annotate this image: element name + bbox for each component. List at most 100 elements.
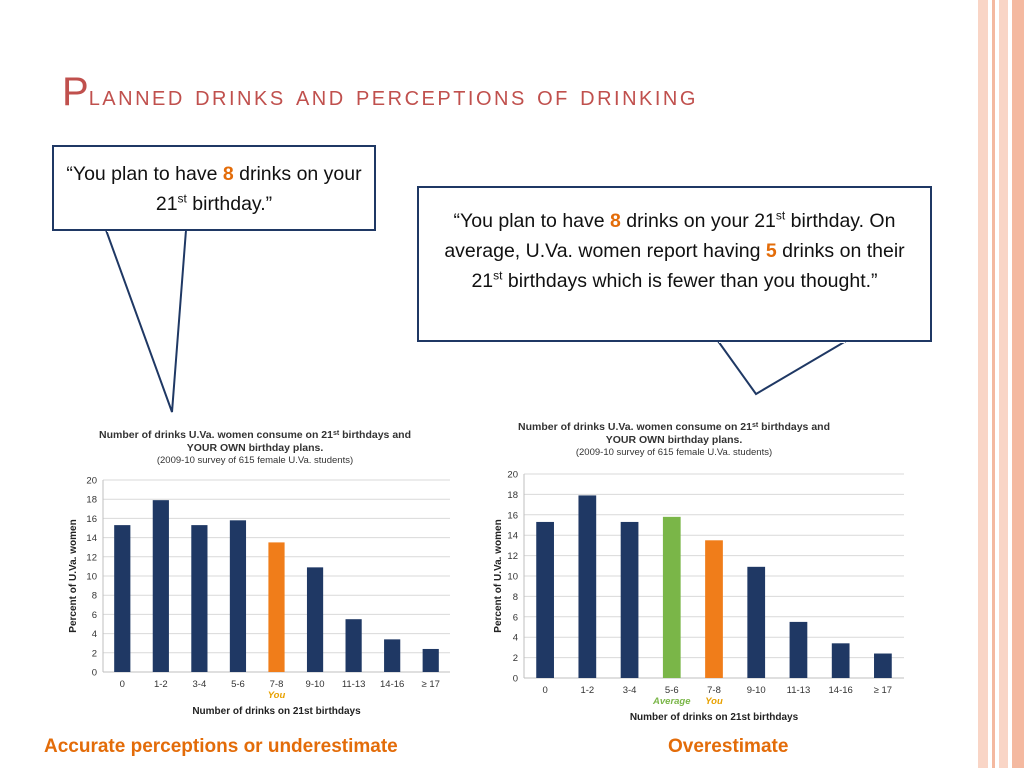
x-tick-label: 1-2 bbox=[580, 685, 594, 696]
y-tick-label: 4 bbox=[513, 633, 518, 644]
stripe bbox=[978, 0, 988, 768]
title-initial: P bbox=[62, 70, 89, 114]
planned-drinks-number: 8 bbox=[610, 210, 621, 232]
ordinal-suffix: st bbox=[177, 191, 187, 206]
x-tick-label: 3-4 bbox=[623, 685, 637, 696]
y-tick-label: 0 bbox=[513, 674, 518, 685]
x-tick-label: 11-13 bbox=[342, 679, 366, 690]
bar-1-2 bbox=[578, 495, 597, 678]
bar-1-2 bbox=[152, 500, 169, 672]
y-tick-label: 16 bbox=[86, 514, 97, 525]
y-tick-label: 4 bbox=[92, 629, 97, 640]
y-tick-label: 0 bbox=[92, 668, 97, 679]
bar-≥ 17 bbox=[874, 653, 892, 678]
chart-svg-left: Number of drinks U.Va. women consume on … bbox=[68, 429, 450, 717]
speech-bubble-right: “You plan to have 8 drinks on your 21st … bbox=[417, 186, 932, 342]
y-tick-label: 18 bbox=[507, 490, 518, 501]
bubble-right-middle2: birthday. On average, U.Va. women report… bbox=[444, 210, 896, 262]
y-tick-label: 2 bbox=[92, 648, 97, 659]
x-tick-label: 1-2 bbox=[154, 679, 168, 690]
stripe bbox=[992, 0, 995, 768]
bar-0 bbox=[114, 525, 131, 672]
bubble-right-middle3: drinks on their 21 bbox=[471, 240, 905, 292]
bar-11-13 bbox=[789, 621, 808, 678]
x-tick-label: 11-13 bbox=[787, 685, 811, 696]
chart-title-line2: YOUR OWN birthday plans. bbox=[606, 434, 743, 446]
y-tick-label: 2 bbox=[513, 653, 518, 664]
decorative-stripes bbox=[978, 0, 1024, 768]
ordinal-suffix: st bbox=[775, 208, 786, 223]
bar-0 bbox=[536, 521, 554, 678]
x-tick-label: ≥ 17 bbox=[422, 679, 440, 690]
x-tick-label: 14-16 bbox=[380, 679, 404, 690]
stripe bbox=[999, 0, 1008, 768]
bar-≥ 17 bbox=[422, 648, 439, 672]
average-drinks-number: 5 bbox=[765, 240, 777, 262]
bar-3-4 bbox=[191, 525, 208, 672]
marker-label-you: You bbox=[705, 696, 723, 707]
marker-label-you: You bbox=[268, 690, 286, 701]
x-tick-label: ≥ 17 bbox=[874, 685, 892, 696]
bubble-left-suffix: birthday.” bbox=[186, 193, 273, 215]
bar-5-6 bbox=[229, 520, 247, 672]
x-axis-label: Number of drinks on 21st birthdays bbox=[192, 706, 361, 717]
chart-svg-right: Number of drinks U.Va. women consume on … bbox=[493, 421, 904, 723]
bar-chart-left: Number of drinks U.Va. women consume on … bbox=[60, 422, 460, 722]
bar-7-8 bbox=[268, 542, 285, 672]
planned-drinks-number: 8 bbox=[222, 163, 234, 185]
bar-14-16 bbox=[384, 639, 401, 672]
y-tick-label: 14 bbox=[507, 531, 518, 542]
y-tick-label: 12 bbox=[86, 552, 97, 563]
chart-subtitle: (2009-10 survey of 615 female U.Va. stud… bbox=[157, 455, 353, 466]
caption-accurate: Accurate perceptions or underestimate bbox=[44, 736, 398, 757]
y-tick-label: 6 bbox=[92, 610, 97, 621]
bar-11-13 bbox=[345, 619, 362, 672]
y-tick-label: 10 bbox=[507, 572, 518, 583]
bar-3-4 bbox=[620, 521, 639, 678]
bubble-left-middle: drinks on your 21 bbox=[155, 163, 362, 215]
speech-bubble-left: “You plan to have 8 drinks on your 21st … bbox=[52, 145, 376, 231]
x-axis-label: Number of drinks on 21st birthdays bbox=[630, 712, 799, 723]
y-axis-label: Percent of U.Va. women bbox=[493, 519, 504, 632]
bar-7-8 bbox=[705, 540, 723, 678]
caption-overestimate: Overestimate bbox=[668, 736, 789, 757]
y-tick-label: 8 bbox=[92, 591, 97, 602]
x-tick-label: 7-8 bbox=[270, 679, 284, 690]
x-tick-label: 9-10 bbox=[747, 685, 766, 696]
title-rest: lanned drinks and perceptions of drinkin… bbox=[88, 80, 698, 111]
y-tick-label: 18 bbox=[86, 495, 97, 506]
y-tick-label: 20 bbox=[507, 470, 518, 481]
bubble-right-middle1: drinks on your 21 bbox=[620, 210, 776, 232]
bubble-left-prefix: “You plan to have bbox=[66, 163, 223, 185]
y-tick-label: 8 bbox=[513, 592, 518, 603]
x-tick-label: 9-10 bbox=[306, 679, 325, 690]
x-tick-label: 5-6 bbox=[231, 679, 245, 690]
bar-9-10 bbox=[747, 566, 766, 678]
x-tick-label: 7-8 bbox=[707, 685, 721, 696]
left-bubble-pointer bbox=[104, 229, 188, 413]
stripe bbox=[1012, 0, 1024, 768]
chart-title: Number of drinks U.Va. women consume on … bbox=[99, 429, 411, 441]
y-axis-label: Percent of U.Va. women bbox=[68, 519, 79, 632]
bubble-right-suffix: birthdays which is fewer than you though… bbox=[502, 270, 878, 292]
x-tick-label: 5-6 bbox=[665, 685, 679, 696]
y-tick-label: 12 bbox=[507, 551, 518, 562]
x-tick-label: 0 bbox=[120, 679, 125, 690]
bubble-right-prefix: “You plan to have bbox=[453, 210, 611, 232]
bar-9-10 bbox=[306, 567, 324, 672]
ordinal-suffix: st bbox=[493, 268, 503, 283]
y-tick-label: 6 bbox=[513, 612, 518, 623]
slide-title: Planned drinks and perceptions of drinki… bbox=[62, 72, 962, 116]
right-bubble-pointer bbox=[716, 340, 850, 396]
y-tick-label: 14 bbox=[86, 533, 97, 544]
y-tick-label: 16 bbox=[507, 510, 518, 521]
bar-chart-right: Number of drinks U.Va. women consume on … bbox=[488, 414, 913, 729]
y-tick-label: 20 bbox=[86, 476, 97, 487]
chart-title-line2: YOUR OWN birthday plans. bbox=[187, 442, 324, 454]
bar-5-6 bbox=[662, 516, 681, 678]
y-tick-label: 10 bbox=[86, 572, 97, 583]
x-tick-label: 14-16 bbox=[829, 685, 853, 696]
marker-label-average: Average bbox=[652, 696, 691, 707]
bar-14-16 bbox=[831, 643, 850, 678]
x-tick-label: 3-4 bbox=[193, 679, 207, 690]
